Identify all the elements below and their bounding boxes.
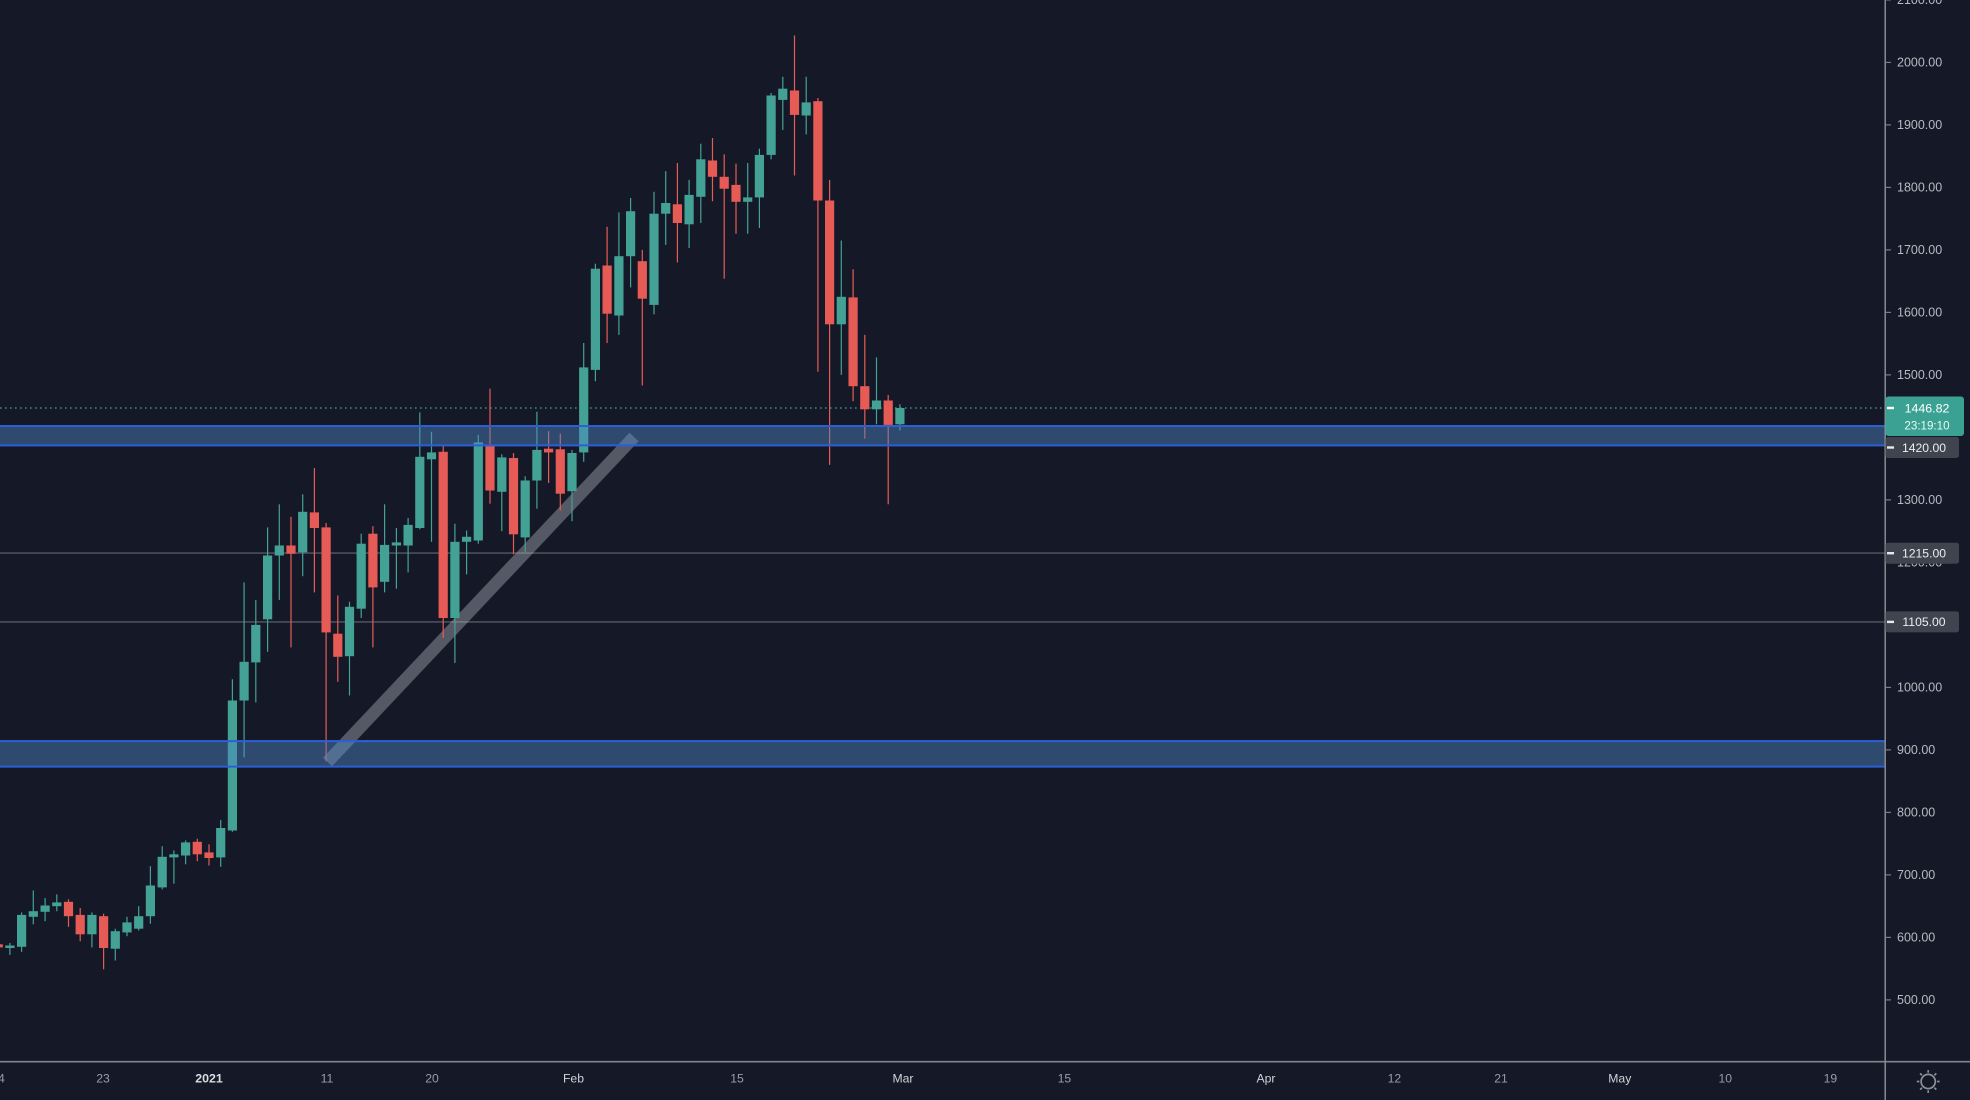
svg-text:19: 19 (1824, 1072, 1838, 1086)
svg-text:15: 15 (1058, 1072, 1072, 1086)
svg-text:1300.00: 1300.00 (1897, 493, 1942, 507)
svg-text:2100.00: 2100.00 (1897, 0, 1942, 7)
svg-text:21: 21 (1494, 1072, 1508, 1086)
svg-text:1600.00: 1600.00 (1897, 306, 1942, 320)
svg-text:10: 10 (1719, 1072, 1733, 1086)
svg-text:1900.00: 1900.00 (1897, 118, 1942, 132)
svg-text:900.00: 900.00 (1897, 743, 1935, 757)
svg-text:2000.00: 2000.00 (1897, 56, 1942, 70)
svg-text:20: 20 (425, 1072, 439, 1086)
svg-text:800.00: 800.00 (1897, 806, 1935, 820)
svg-text:11: 11 (321, 1072, 334, 1086)
svg-text:1105.00: 1105.00 (1902, 615, 1945, 629)
svg-text:1500.00: 1500.00 (1897, 368, 1942, 382)
svg-text:23:19:10: 23:19:10 (1904, 419, 1949, 432)
svg-text:23: 23 (96, 1072, 110, 1086)
svg-text:Mar: Mar (893, 1072, 914, 1086)
svg-text:Apr: Apr (1257, 1072, 1276, 1086)
svg-text:600.00: 600.00 (1897, 931, 1935, 945)
svg-text:15: 15 (730, 1072, 744, 1086)
svg-text:1446.82: 1446.82 (1905, 401, 1950, 415)
svg-text:1700.00: 1700.00 (1897, 243, 1942, 257)
svg-text:Feb: Feb (563, 1072, 584, 1086)
svg-text:12: 12 (1388, 1072, 1402, 1086)
svg-text:500.00: 500.00 (1897, 993, 1935, 1007)
svg-text:May: May (1608, 1072, 1632, 1086)
svg-text:700.00: 700.00 (1897, 868, 1935, 882)
svg-text:1000.00: 1000.00 (1897, 681, 1942, 695)
svg-text:1215.00: 1215.00 (1902, 547, 1946, 561)
svg-text:2021: 2021 (195, 1072, 223, 1086)
svg-text:1420.00: 1420.00 (1902, 441, 1946, 455)
svg-text:14: 14 (0, 1072, 5, 1086)
svg-text:1800.00: 1800.00 (1897, 181, 1942, 195)
